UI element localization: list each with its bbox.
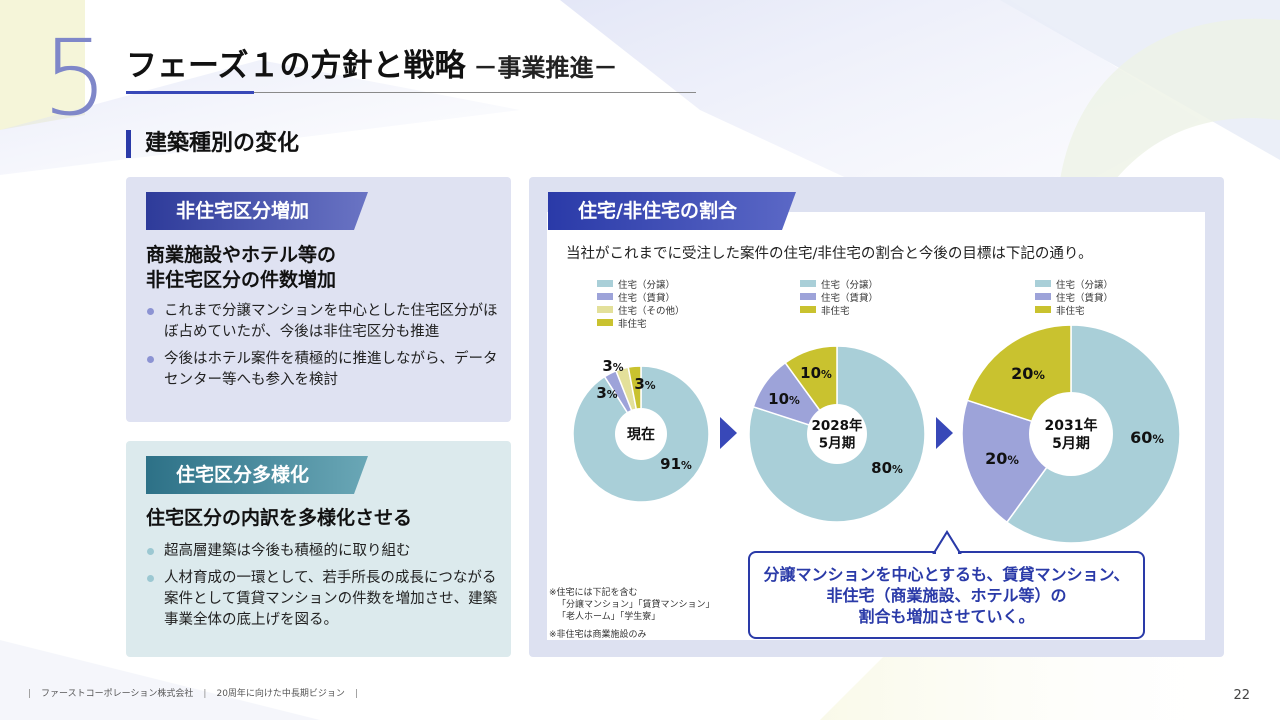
- legend-item: 非住宅: [597, 318, 685, 331]
- slice-label: 20%: [985, 449, 1019, 468]
- residential-bullets: 超高層建築は今後も積極的に取り組む 人材育成の一環として、若手所長の成長につなが…: [146, 541, 506, 637]
- footer-company: ファーストコーポレーション株式会社: [41, 689, 194, 699]
- legend-item: 非住宅: [800, 305, 878, 318]
- legend-current: 住宅（分譲） 住宅（賃貸） 住宅（その他） 非住宅: [597, 279, 685, 331]
- slice-label: 3%: [596, 384, 617, 402]
- page-title: フェーズ１の方針と戦略 －事業推進－: [126, 40, 617, 85]
- arrow-icon: [936, 417, 953, 449]
- title-underline-accent: [126, 91, 254, 94]
- donut-center-label: 5月期: [819, 436, 855, 452]
- legend-swatch: [597, 319, 613, 326]
- footer-vision: 20周年に向けた中長期ビジョン: [216, 689, 345, 699]
- callout-box: 分譲マンションを中心とするも、賃貸マンション、 非住宅（商業施設、ホテル等）の …: [748, 551, 1145, 639]
- nonresidential-bullets: これまで分譲マンションを中心とした住宅区分がほぼ占めていたが、今後は非住宅区分も…: [146, 301, 506, 397]
- legend-item: 住宅（賃貸）: [597, 292, 685, 305]
- slice-label: 3%: [634, 375, 655, 393]
- legend-swatch: [800, 280, 816, 287]
- nonresidential-heading-line-2: 非住宅区分の件数増加: [146, 269, 337, 291]
- donut-center-label: 5月期: [1052, 436, 1090, 452]
- donut-hole: [615, 408, 667, 460]
- page-title-sub: －事業推進－: [473, 54, 618, 82]
- list-item: 人材育成の一環として、若手所長の成長につながる案件として賃貸マンションの件数を増…: [146, 568, 506, 631]
- slice-label: 91%: [660, 455, 692, 473]
- donut-center-label: 2031年: [1045, 417, 1098, 434]
- legend-item: 住宅（その他）: [597, 305, 685, 318]
- donut-center-label: 現在: [627, 426, 655, 443]
- slide-section-number: 5: [42, 17, 108, 139]
- chart-intro-text: 当社がこれまでに受注した案件の住宅/非住宅の割合と今後の目標は下記の通り。: [566, 246, 1093, 262]
- title-underline: [126, 92, 696, 93]
- legend-item: 住宅（分譲）: [800, 279, 878, 292]
- ratio-tag: 住宅/非住宅の割合: [548, 192, 796, 230]
- footer: | ファーストコーポレーション株式会社 | 20周年に向けた中長期ビジョン |: [28, 689, 358, 699]
- slice-label: 20%: [1011, 364, 1045, 383]
- page-number: 22: [1233, 688, 1250, 703]
- legend-swatch: [1035, 280, 1051, 287]
- legend-item: 非住宅: [1035, 305, 1113, 318]
- callout-line-2: 非住宅（商業施設、ホテル等）の: [826, 586, 1067, 605]
- callout-line-3: 割合も増加させていく。: [858, 607, 1035, 626]
- legend-swatch: [597, 293, 613, 300]
- note-nonresidential: ※非住宅は商業施設のみ: [549, 630, 647, 640]
- legend-item: 住宅（分譲）: [597, 279, 685, 292]
- donut-hole: [1029, 392, 1113, 476]
- legend-swatch: [1035, 306, 1051, 313]
- nonresidential-heading: 商業施設やホテル等の 非住宅区分の件数増加: [146, 243, 336, 293]
- donut-hole: [807, 404, 867, 464]
- legend-swatch: [1035, 293, 1051, 300]
- slice-label: 10%: [768, 390, 800, 408]
- legend-swatch: [597, 306, 613, 313]
- nonresidential-heading-line-1: 商業施設やホテル等の: [146, 244, 337, 266]
- callout-line-1: 分譲マンションを中心とするも、賃貸マンション、: [763, 565, 1130, 584]
- legend-2028: 住宅（分譲） 住宅（賃貸） 非住宅: [800, 279, 878, 318]
- nonresidential-tag: 非住宅区分増加: [146, 192, 368, 230]
- legend-item: 住宅（分譲）: [1035, 279, 1113, 292]
- page-title-main: フェーズ１の方針と戦略: [126, 48, 466, 84]
- legend-swatch: [597, 280, 613, 287]
- slice-label: 60%: [1130, 428, 1164, 447]
- legend-item: 住宅（賃貸）: [800, 292, 878, 305]
- residential-heading: 住宅区分の内訳を多様化させる: [146, 507, 413, 529]
- list-item: これまで分譲マンションを中心とした住宅区分がほぼ占めていたが、今後は非住宅区分も…: [146, 301, 506, 343]
- note-residential: ※住宅には下記を含む 「分譲マンション」「賃貸マンション」 「老人ホーム」「学生…: [549, 588, 715, 622]
- legend-2031: 住宅（分譲） 住宅（賃貸） 非住宅: [1035, 279, 1113, 318]
- residential-tag: 住宅区分多様化: [146, 456, 368, 494]
- legend-item: 住宅（賃貸）: [1035, 292, 1113, 305]
- list-item: 今後はホテル案件を積極的に推進しながら、データセンター等へも参入を検討: [146, 349, 506, 391]
- slice-label: 3%: [602, 357, 623, 375]
- section-heading: 建築種別の変化: [126, 130, 299, 158]
- arrow-icon: [720, 417, 737, 449]
- legend-swatch: [800, 293, 816, 300]
- slice-label: 10%: [800, 364, 832, 382]
- legend-swatch: [800, 306, 816, 313]
- donut-center-label: 2028年: [811, 417, 863, 434]
- list-item: 超高層建築は今後も積極的に取り組む: [146, 541, 506, 562]
- slice-label: 80%: [871, 459, 903, 477]
